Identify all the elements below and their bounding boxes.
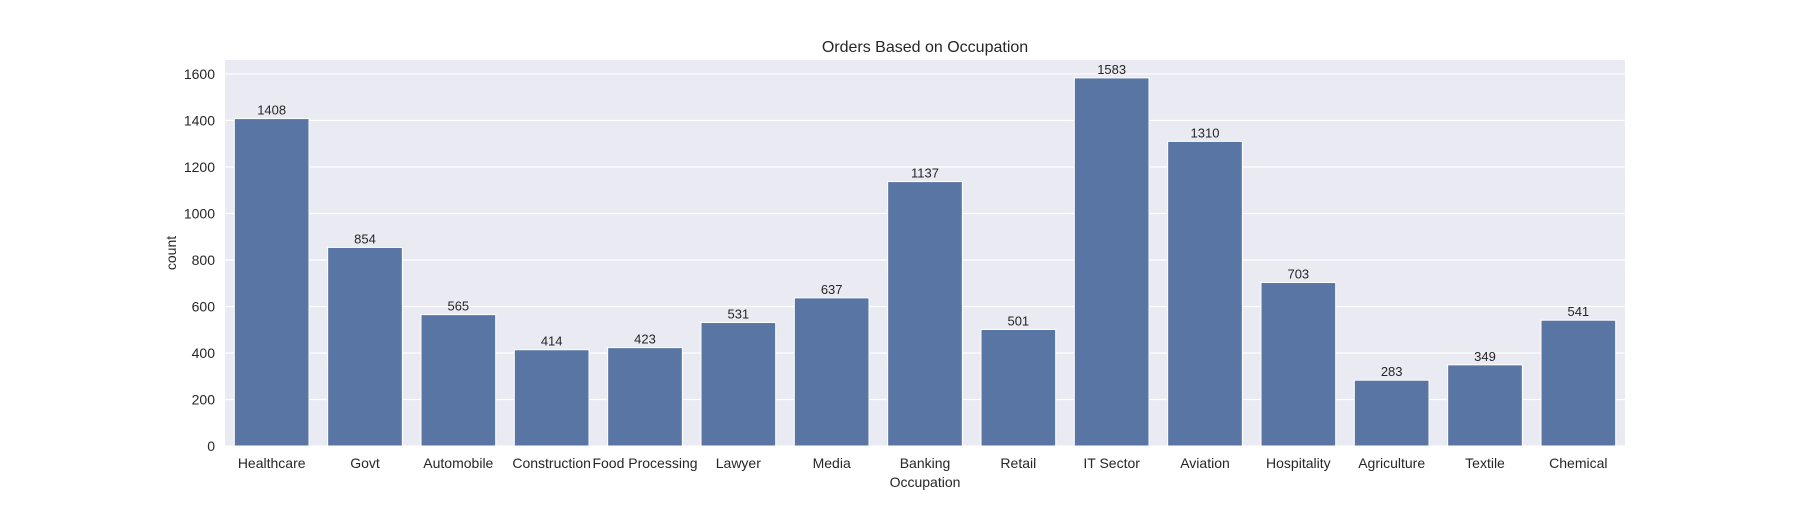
bar-value-label: 1310 [1191,125,1220,140]
bar [607,347,683,447]
bar-value-label: 501 [1007,314,1029,329]
bar-value-label: 283 [1381,364,1403,379]
bar-value-label: 423 [634,332,656,347]
bar [1260,282,1337,447]
y-tick-label: 1600 [184,66,215,82]
x-tick-label: Aviation [1180,455,1230,471]
bar-value-label: 854 [354,231,376,246]
x-tick-label: Textile [1465,455,1505,471]
x-tick-label: Lawyer [716,455,761,471]
x-tick-label: Retail [1000,455,1036,471]
y-tick-label: 400 [192,345,216,361]
bar-value-label: 1408 [257,103,286,118]
bar-value-label: 414 [541,334,563,349]
x-tick-label: Banking [900,455,951,471]
bars [233,77,1617,447]
x-tick-label: Chemical [1549,455,1607,471]
x-tick-label: IT Sector [1083,455,1140,471]
y-tick-label: 0 [207,438,215,454]
bar [980,329,1057,447]
y-tick-label: 1400 [184,112,215,128]
y-tick-label: 1000 [184,205,215,221]
bar-value-label: 531 [727,307,749,322]
y-tick-label: 200 [192,391,216,407]
x-tick-label: Govt [350,455,380,471]
bar [1447,364,1523,447]
x-tick-label: Agriculture [1358,455,1425,471]
y-tick-label: 1200 [184,159,215,175]
bar-value-label: 1137 [911,166,939,181]
x-axis-ticks: Healthcare Govt Automobile Construction Food… [238,455,1608,471]
y-tick-label: 600 [192,298,216,314]
bar-value-label: 541 [1567,304,1589,319]
bar-value-label: 637 [821,282,843,297]
x-tick-label: Media [813,455,851,471]
data-labels: 1408 854 565 414 423 531 637 1137 501 1583 1310 703… [257,62,1589,379]
bar-value-label: 349 [1474,349,1496,364]
y-axis-label: count [163,236,179,270]
bar [887,181,963,447]
y-tick-label: 800 [192,252,216,268]
bar [1353,379,1430,447]
x-tick-label: Automobile [423,455,493,471]
x-tick-label: Construction [512,455,591,471]
bar-value-label: 565 [447,299,469,314]
bar [233,118,310,447]
bar [420,314,497,447]
bar [513,349,590,447]
bar [793,297,870,447]
bar [1073,77,1150,447]
bar [327,246,403,447]
bar [1540,319,1617,447]
x-tick-label: Healthcare [238,455,306,471]
x-tick-label: Food Processing [592,455,697,471]
bar-value-label: 703 [1287,267,1309,282]
y-axis-ticks: 0 200 400 600 800 1000 1200 1400 1600 [184,66,215,454]
x-axis-label: Occupation [890,474,961,490]
bar [700,322,777,447]
bar [1167,140,1243,447]
chart-title: Orders Based on Occupation [822,39,1028,56]
bar-value-label: 1583 [1097,62,1126,77]
x-tick-label: Hospitality [1266,455,1331,471]
